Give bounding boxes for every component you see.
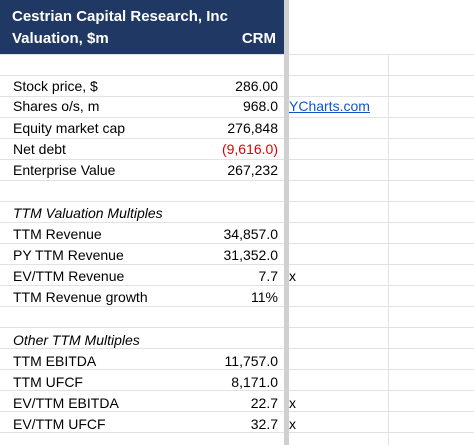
column-line xyxy=(388,54,389,445)
row-value: 286.00 xyxy=(235,78,278,94)
gridline xyxy=(0,201,474,202)
header-block[interactable]: Cestrian Capital Research, Inc Valuation… xyxy=(0,0,284,54)
row-label: Shares o/s, m xyxy=(13,98,100,114)
gridline xyxy=(0,222,474,223)
row-label: TTM Revenue growth xyxy=(13,289,148,305)
gridline xyxy=(0,75,474,76)
row-value: 11,757.0 xyxy=(224,353,278,369)
column-separator[interactable] xyxy=(284,0,289,445)
row-label: Equity market cap xyxy=(13,120,126,136)
row-ttm-ebitda[interactable]: TTM EBITDA 11,757.0 xyxy=(0,351,474,372)
row-net-debt[interactable]: Net debt (9,616.0) xyxy=(0,139,474,160)
gridline xyxy=(0,411,474,412)
row-value: 34,857.0 xyxy=(223,226,279,242)
row-value: 31,352.0 xyxy=(223,247,279,263)
row-label: Stock price, $ xyxy=(13,78,98,94)
gridline xyxy=(0,243,474,244)
row-label: Enterprise Value xyxy=(13,162,116,178)
row-label: EV/TTM UFCF xyxy=(13,416,106,432)
row-py-revenue[interactable]: PY TTM Revenue 31,352.0 xyxy=(0,245,474,266)
gridline xyxy=(0,285,474,286)
row-equity-cap[interactable]: Equity market cap 276,848 xyxy=(0,118,474,139)
header-ticker: CRM xyxy=(241,30,276,47)
row-label: EV/TTM EBITDA xyxy=(13,395,119,411)
row-value: 267,232 xyxy=(227,162,278,178)
row-label: TTM UFCF xyxy=(13,374,83,390)
gridline xyxy=(0,96,474,97)
row-label: PY TTM Revenue xyxy=(13,247,124,263)
row-enterprise-value[interactable]: Enterprise Value 267,232 xyxy=(0,160,474,181)
row-value: 22.7 xyxy=(250,395,278,411)
row-value: 8,171.0 xyxy=(231,374,278,390)
row-value: 32.7 xyxy=(250,416,278,432)
gridline xyxy=(0,117,474,118)
row-value: 7.7 xyxy=(258,268,278,284)
row-ttm-revenue[interactable]: TTM Revenue 34,857.0 xyxy=(0,224,474,245)
ycharts-link[interactable]: YCharts.com xyxy=(289,98,370,114)
section-label: Other TTM Multiples xyxy=(13,332,140,348)
row-label: Net debt xyxy=(13,141,66,157)
gridline xyxy=(0,390,474,391)
row-label: TTM EBITDA xyxy=(13,353,97,369)
gridline xyxy=(0,180,474,181)
section-label: TTM Valuation Multiples xyxy=(13,205,163,221)
multiple-suffix: x xyxy=(289,395,296,411)
row-label: TTM Revenue xyxy=(13,226,102,242)
row-value: 11% xyxy=(251,289,278,305)
gridline xyxy=(0,369,474,370)
gridline xyxy=(0,432,474,433)
row-stock-price[interactable]: Stock price, $ 286.00 xyxy=(0,76,474,97)
row-shares[interactable]: Shares o/s, m 968.0 YCharts.com xyxy=(0,96,474,117)
multiple-suffix: x xyxy=(289,268,296,284)
gridline xyxy=(0,138,474,139)
row-ttm-ufcf[interactable]: TTM UFCF 8,171.0 xyxy=(0,372,474,393)
row-value: 276,848 xyxy=(227,120,278,136)
row-ev-ebitda[interactable]: EV/TTM EBITDA 22.7 x xyxy=(0,393,474,414)
gridline xyxy=(0,54,474,55)
gridline xyxy=(0,348,474,349)
row-value-negative: (9,616.0) xyxy=(221,141,278,157)
section-ttm-valuation[interactable]: TTM Valuation Multiples xyxy=(0,203,474,224)
gridline xyxy=(0,264,474,265)
row-value: 968.0 xyxy=(242,98,278,114)
gridline xyxy=(0,159,474,160)
header-subtitle: Valuation, $m xyxy=(12,30,109,47)
section-other-multiples[interactable]: Other TTM Multiples xyxy=(0,330,474,351)
row-label: EV/TTM Revenue xyxy=(13,268,125,284)
gridline xyxy=(0,327,474,328)
row-revenue-growth[interactable]: TTM Revenue growth 11% xyxy=(0,287,474,308)
header-title: Cestrian Capital Research, Inc xyxy=(12,8,228,25)
row-ev-revenue[interactable]: EV/TTM Revenue 7.7 x xyxy=(0,266,474,287)
multiple-suffix: x xyxy=(289,416,296,432)
gridline xyxy=(0,306,474,307)
row-ev-ufcf[interactable]: EV/TTM UFCF 32.7 x xyxy=(0,414,474,435)
